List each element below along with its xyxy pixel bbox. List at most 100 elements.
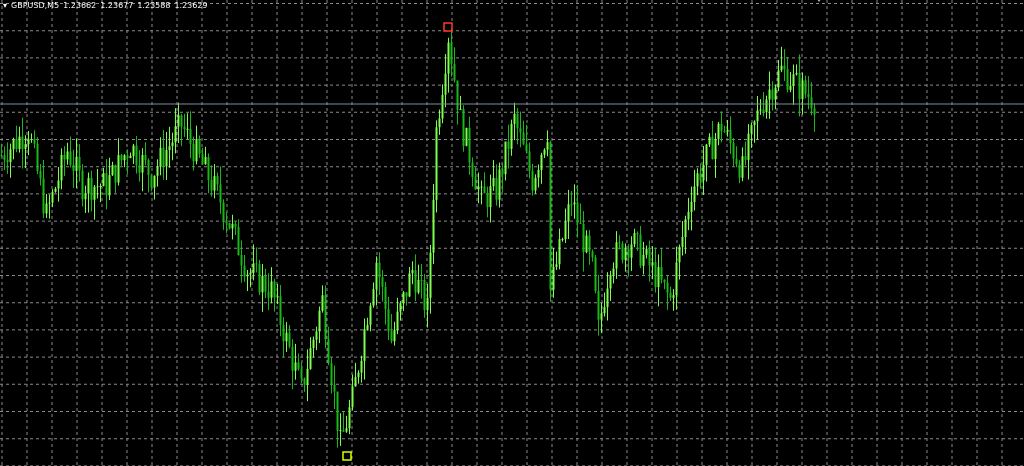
candle-body <box>555 264 558 267</box>
candle-body <box>207 157 210 180</box>
candle-body <box>51 191 54 203</box>
candle-body <box>171 142 174 147</box>
candle-body <box>165 150 168 167</box>
candle-body <box>261 275 264 293</box>
candle-body <box>501 169 504 175</box>
candle-body <box>288 332 291 347</box>
candle-body <box>777 70 780 88</box>
candle-body <box>447 42 450 74</box>
candle-body <box>315 331 318 340</box>
candle-body <box>372 289 375 306</box>
candle-body <box>768 89 771 100</box>
candle-body <box>648 248 651 266</box>
candle-body <box>795 72 798 75</box>
candle-body <box>453 64 456 81</box>
candle-body <box>588 235 591 252</box>
candle-body <box>393 330 396 342</box>
shift-marker-icon[interactable] <box>815 0 823 2</box>
candle-body <box>609 274 612 289</box>
candle-body <box>69 151 72 165</box>
candle-body <box>459 108 462 110</box>
candle-body <box>549 142 552 290</box>
close-value: 1.23629 <box>174 1 208 10</box>
candle-body <box>720 123 723 132</box>
candle-body <box>792 74 795 86</box>
candle-body <box>420 279 423 281</box>
candle-body <box>480 186 483 188</box>
candle-body <box>438 118 441 128</box>
candle-body <box>441 94 444 119</box>
candle-body <box>150 174 153 188</box>
candle-body <box>642 254 645 266</box>
candle-body <box>624 248 627 260</box>
candle-body <box>600 313 603 320</box>
candle-body <box>696 173 699 187</box>
dropdown-arrow-icon[interactable]: ▾ <box>3 1 8 10</box>
candle-body <box>246 274 249 277</box>
candle-body <box>324 295 327 340</box>
candle-body <box>132 145 135 156</box>
candle-body <box>759 109 762 111</box>
candle-body <box>300 369 303 379</box>
candle-body <box>477 186 480 190</box>
candle-body <box>510 123 513 149</box>
candle-body <box>111 165 114 176</box>
candle-body <box>60 154 63 181</box>
candle-body <box>342 430 345 432</box>
candle-body <box>306 368 309 385</box>
candle-body <box>228 223 231 229</box>
candle-body <box>156 166 159 176</box>
candle-body <box>714 138 717 160</box>
candle-body <box>471 162 474 178</box>
candle-body <box>396 311 399 331</box>
candle-body <box>204 157 207 165</box>
candle-body <box>348 407 351 429</box>
candle-body <box>237 226 240 255</box>
candle-body <box>12 139 15 150</box>
candle-body <box>78 156 81 171</box>
candle-body <box>30 139 33 141</box>
high-marker <box>443 22 453 32</box>
candle-body <box>567 204 570 222</box>
candle-body <box>636 233 639 235</box>
candle-body <box>660 267 663 280</box>
candle-body <box>810 97 813 109</box>
candle-body <box>84 193 87 200</box>
candle-body <box>201 153 204 165</box>
candle-body <box>279 296 282 325</box>
candle-body <box>153 175 156 188</box>
candle-body <box>120 155 123 161</box>
candle-body <box>594 257 597 292</box>
candle-body <box>465 127 468 146</box>
candle-body <box>144 154 147 160</box>
candle-body <box>6 159 9 163</box>
candle-body <box>222 202 225 221</box>
candle-body <box>741 156 744 178</box>
candle-body <box>627 248 630 258</box>
candle-body <box>699 173 702 181</box>
candle-body <box>813 108 816 115</box>
candle-body <box>81 170 84 200</box>
candle-body <box>711 136 714 160</box>
candle-body <box>303 378 306 385</box>
candle-body <box>573 202 576 205</box>
candle-body <box>267 291 270 298</box>
candle-body <box>195 138 198 162</box>
candle-body <box>57 180 60 189</box>
candle-body <box>330 363 333 385</box>
candle-body <box>678 247 681 263</box>
candle-body <box>291 346 294 371</box>
candle-body <box>597 291 600 320</box>
candle-body <box>672 295 675 298</box>
candle-body <box>273 281 276 298</box>
candle-body <box>531 170 534 191</box>
candle-body <box>780 65 783 71</box>
candle-body <box>390 331 393 342</box>
candle-body <box>168 146 171 151</box>
candle-body <box>789 85 792 90</box>
candle-body <box>243 265 246 277</box>
candle-body <box>375 262 378 290</box>
candle-body <box>210 179 213 191</box>
